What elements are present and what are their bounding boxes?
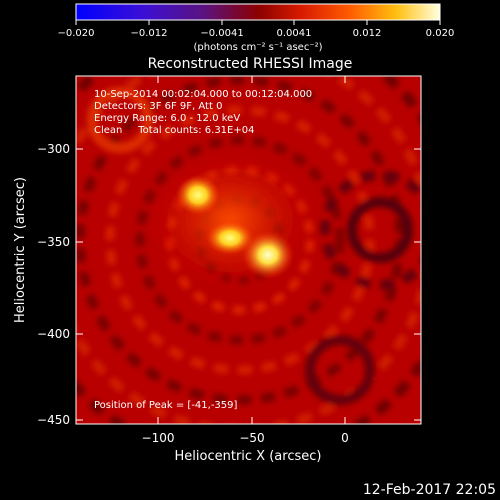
- x-tick-label: −50: [239, 431, 264, 445]
- clean-counts-text: Clean Total counts: 6.31E+04: [94, 125, 254, 136]
- image-frame: [75, 75, 422, 425]
- colorbar-tick-label: 0.0041: [277, 28, 312, 39]
- footer-timestamp: 12-Feb-2017 22:05: [363, 482, 496, 498]
- colorbar-unit-label: (photons cm⁻² s⁻¹ asec⁻²): [193, 42, 322, 53]
- y-tick-label: −300: [37, 142, 70, 156]
- energy-range-text: Energy Range: 6.0 - 12.0 keV: [94, 113, 240, 124]
- y-tick-label: −350: [37, 235, 70, 249]
- y-tick-label: −400: [37, 327, 70, 341]
- time-range-text: 10-Sep-2014 00:02:04.000 to 00:12:04.000: [94, 89, 312, 100]
- detectors-text: Detectors: 3F 6F 9F, Att 0: [94, 101, 222, 112]
- solar-image: [76, 76, 421, 424]
- peak-position-text: Position of Peak = [-41,-359]: [94, 400, 238, 411]
- image-annotations: 10-Sep-2014 00:02:04.000 to 00:12:04.000…: [94, 89, 312, 411]
- colorbar-tick-label: 0.012: [353, 28, 382, 39]
- colorbar-tick-label: −0.012: [130, 28, 167, 39]
- flare-sources: [145, 150, 315, 290]
- colorbar-gradient: [76, 4, 440, 20]
- colorbar-frame: [75, 3, 441, 21]
- axis-ticks: [76, 76, 421, 424]
- x-tick-label: −100: [142, 431, 175, 445]
- colorbar: −0.020 −0.012 −0.0041 0.0041 0.012 0.020…: [57, 3, 455, 53]
- colorbar-tick-label: −0.020: [57, 28, 94, 39]
- x-tick-label: 0: [341, 431, 349, 445]
- y-tick-label: −450: [37, 413, 70, 427]
- x-axis-label: Heliocentric X (arcsec): [175, 449, 322, 464]
- plot-title: Reconstructed RHESSI Image: [148, 56, 353, 72]
- y-axis-label: Heliocentric Y (arcsec): [13, 177, 28, 323]
- colorbar-tick-label: −0.0041: [200, 28, 243, 39]
- colorbar-tick-label: 0.020: [426, 28, 455, 39]
